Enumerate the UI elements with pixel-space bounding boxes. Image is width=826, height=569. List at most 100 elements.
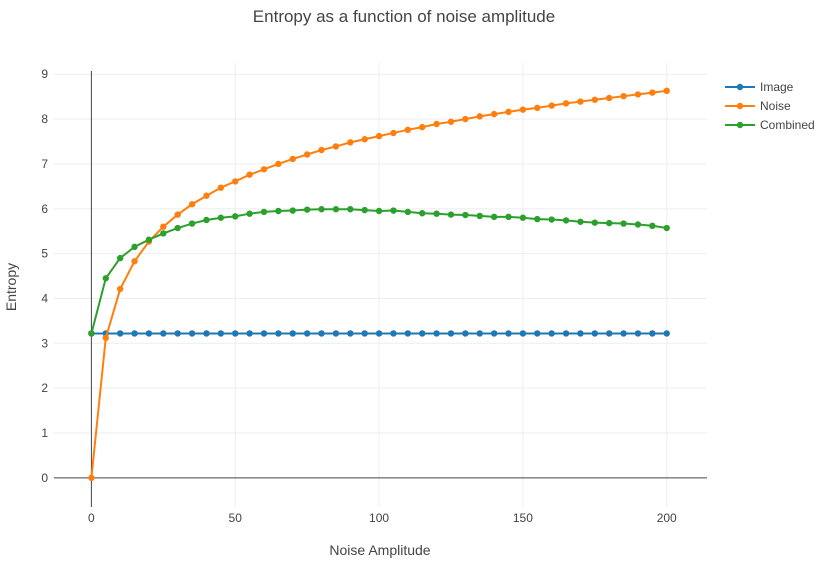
data-point [188, 201, 196, 208]
data-point [634, 221, 642, 228]
y-tick-label: 8 [41, 112, 48, 126]
data-point [476, 330, 483, 337]
data-point [562, 330, 570, 337]
data-point [663, 224, 670, 232]
legend-item-noise[interactable]: Noise [725, 99, 791, 113]
data-point [634, 330, 642, 337]
data-point [275, 207, 282, 215]
data-point [246, 171, 253, 178]
data-point [260, 208, 268, 216]
data-point [649, 222, 656, 229]
data-point [404, 208, 412, 216]
data-point [591, 219, 599, 226]
data-point [332, 206, 340, 213]
legend-marker [736, 83, 744, 91]
data-point [519, 214, 527, 221]
data-point [577, 330, 584, 337]
data-point [260, 330, 268, 337]
data-point [663, 87, 670, 95]
data-point [605, 219, 613, 227]
data-point [620, 220, 627, 227]
data-point [419, 123, 426, 131]
data-point [591, 96, 599, 103]
y-tick-label: 7 [41, 157, 48, 171]
series-layer [88, 87, 670, 482]
data-point [289, 330, 296, 337]
data-point [131, 330, 138, 337]
data-point [361, 330, 368, 337]
data-point [462, 115, 469, 123]
data-point [534, 215, 541, 223]
data-point [318, 146, 325, 154]
data-point [620, 92, 627, 100]
legend-label: Image [760, 80, 794, 94]
data-point [217, 330, 225, 337]
data-point [519, 106, 527, 113]
data-point [419, 210, 426, 217]
data-point [116, 330, 124, 337]
axes [54, 71, 707, 507]
x-tick-label: 0 [88, 511, 95, 525]
data-point [404, 330, 412, 337]
data-point [490, 110, 498, 118]
data-point [318, 330, 325, 337]
data-point [361, 136, 368, 143]
data-point [505, 213, 512, 221]
data-point [375, 132, 383, 140]
data-point [562, 100, 570, 107]
data-point [289, 207, 296, 214]
legend-marker [736, 121, 744, 129]
data-point [447, 330, 455, 337]
grid [54, 63, 707, 507]
data-point [375, 207, 383, 215]
data-point [620, 330, 627, 337]
data-point [131, 258, 138, 265]
y-tick-label: 5 [41, 247, 48, 261]
data-point [433, 330, 440, 337]
data-point [275, 330, 282, 337]
data-point [188, 330, 196, 337]
data-point [591, 330, 599, 337]
data-point [347, 206, 354, 213]
data-point [519, 330, 527, 337]
data-point [548, 330, 555, 337]
data-point [605, 94, 613, 102]
y-tick-label: 2 [41, 381, 48, 395]
data-point [375, 330, 383, 337]
x-tick-label: 100 [369, 511, 389, 525]
data-point [246, 330, 253, 337]
data-point [246, 210, 253, 217]
data-point [447, 211, 455, 218]
data-point [548, 216, 555, 223]
y-tick-label: 4 [41, 291, 48, 305]
data-point [577, 218, 584, 225]
data-point [505, 108, 512, 116]
legend-label: Combined [760, 118, 815, 132]
data-point [174, 224, 181, 232]
y-tick-label: 1 [41, 426, 48, 440]
data-point [217, 184, 225, 191]
x-tick-label: 200 [657, 511, 677, 525]
legend: Image Noise Combined [725, 80, 815, 132]
chart-title: Entropy as a function of noise amplitude [253, 7, 555, 26]
y-tick-label: 9 [41, 67, 48, 81]
data-point [174, 330, 181, 337]
legend-marker [736, 102, 744, 110]
data-point [649, 330, 656, 337]
data-point [347, 139, 354, 146]
data-point [476, 113, 483, 120]
data-point [232, 178, 239, 185]
data-point [663, 330, 670, 337]
legend-item-combined[interactable]: Combined [725, 118, 815, 132]
data-point [88, 474, 95, 482]
legend-item-image[interactable]: Image [725, 80, 794, 94]
data-point [145, 330, 153, 337]
data-point [505, 330, 512, 337]
data-point [303, 330, 311, 337]
data-point [116, 254, 124, 262]
data-point [361, 206, 368, 214]
data-point [102, 334, 109, 342]
data-point [347, 330, 354, 337]
y-axis-title: Entropy [3, 263, 19, 311]
